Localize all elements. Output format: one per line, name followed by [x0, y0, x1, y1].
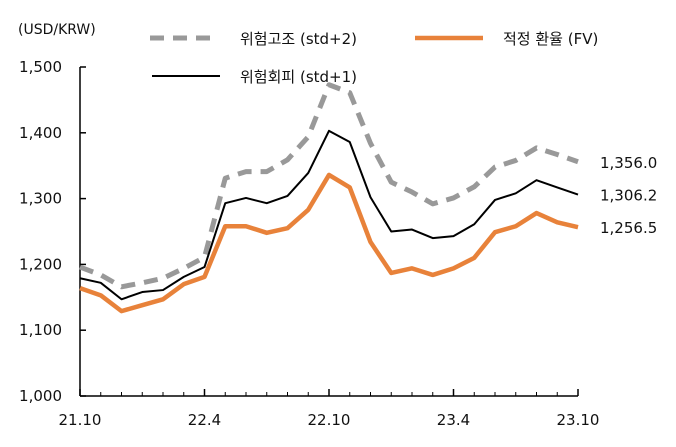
y-tick-label: 1,200: [19, 255, 62, 273]
y-tick-label: 1,400: [19, 124, 62, 142]
series-line-0: [79, 82, 579, 290]
series-line-2: [79, 129, 579, 301]
x-tick-label: 23.4: [437, 411, 470, 429]
y-tick-label: 1,000: [19, 387, 62, 405]
y-tick-label: 1,100: [19, 321, 62, 339]
legend-label: 적정 환율 (FV): [503, 30, 598, 48]
x-tick-label: 22.4: [188, 411, 221, 429]
end-label: 1,256.5: [600, 219, 657, 237]
y-tick-label: 1,500: [19, 58, 62, 76]
end-label: 1,356.0: [600, 154, 657, 172]
y-tick-label: 1,300: [19, 190, 62, 208]
legend-label: 위험회피 (std+1): [240, 68, 357, 86]
end-label: 1,306.2: [600, 187, 657, 205]
unit-label: (USD/KRW): [18, 22, 96, 38]
x-tick-label: 21.10: [59, 411, 102, 429]
legend-label: 위험고조 (std+2): [240, 30, 357, 48]
x-tick-label: 22.10: [308, 411, 351, 429]
x-tick-label: 23.10: [557, 411, 600, 429]
